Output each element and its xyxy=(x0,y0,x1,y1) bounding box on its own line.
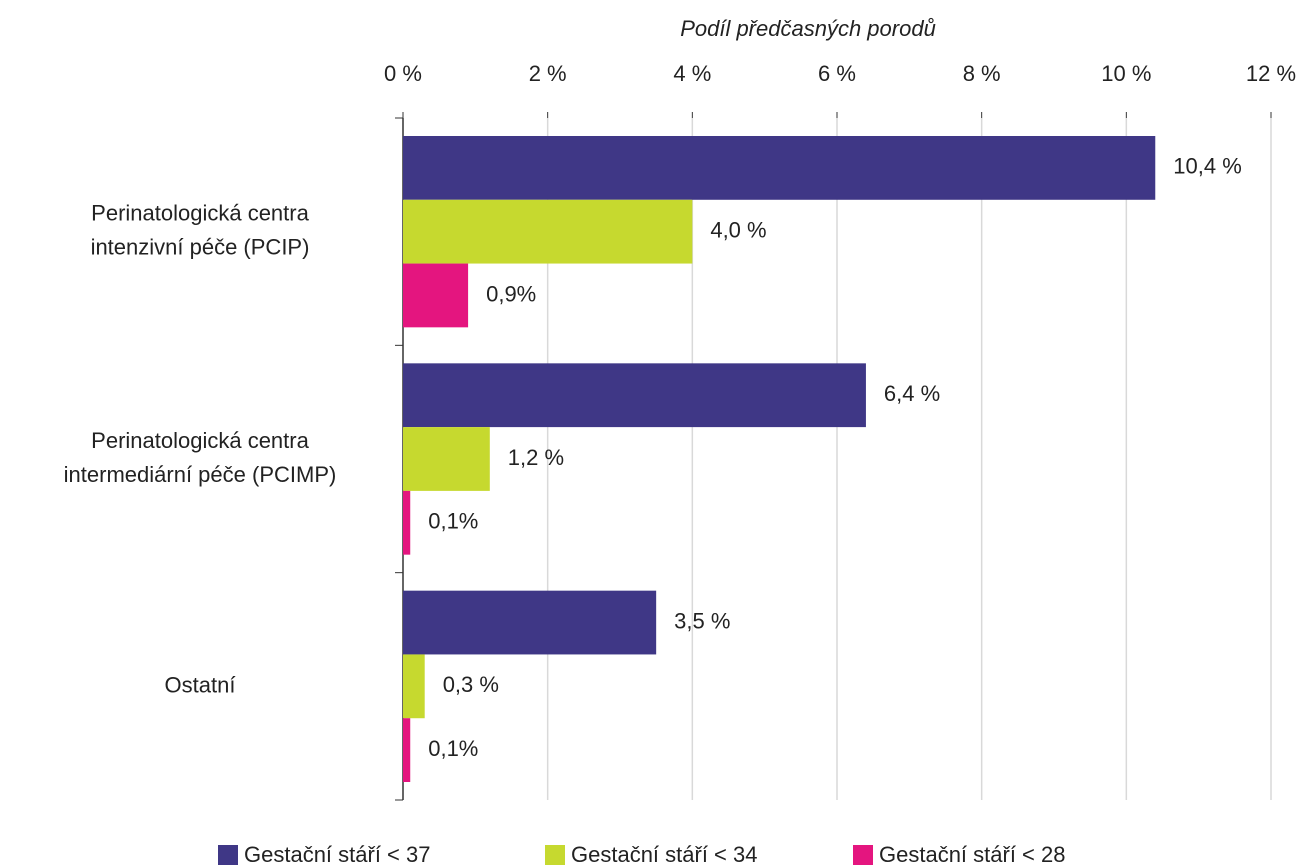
x-tick-label: 6 % xyxy=(818,61,856,86)
x-tick-label: 2 % xyxy=(529,61,567,86)
x-tick-label: 12 % xyxy=(1246,61,1296,86)
legend-swatch xyxy=(853,845,873,865)
bar xyxy=(403,263,469,328)
bar xyxy=(403,654,425,719)
x-axis-title: Podíl předčasných porodů xyxy=(680,16,936,41)
legend-swatch xyxy=(218,845,238,865)
bar xyxy=(403,427,490,491)
x-tick-label: 10 % xyxy=(1101,61,1151,86)
bar xyxy=(403,199,693,264)
legend-label: Gestační stáří < 37 xyxy=(244,842,430,866)
bar xyxy=(403,590,657,655)
x-tick-label: 0 % xyxy=(384,61,422,86)
bar xyxy=(403,490,411,555)
data-label: 0,9% xyxy=(486,281,536,306)
x-tick-label: 8 % xyxy=(963,61,1001,86)
x-tick-label: 4 % xyxy=(673,61,711,86)
legend-label: Gestační stáří < 28 xyxy=(879,842,1065,866)
data-label: 1,2 % xyxy=(508,445,564,470)
bar xyxy=(403,718,411,782)
data-label: 6,4 % xyxy=(884,381,940,406)
data-label: 0,1% xyxy=(428,509,478,534)
data-label: 4,0 % xyxy=(710,217,766,242)
legend-swatch xyxy=(545,845,565,865)
data-label: 10,4 % xyxy=(1173,154,1242,179)
data-label: 3,5 % xyxy=(674,608,730,633)
legend-label: Gestační stáří < 34 xyxy=(571,842,757,866)
y-tick-label: Perinatologická centra intermediární péče… xyxy=(64,428,337,487)
bar xyxy=(403,363,866,428)
y-tick-label: Ostatní xyxy=(165,672,236,697)
bar xyxy=(403,136,1156,200)
data-label: 0,3 % xyxy=(443,672,499,697)
y-tick-label: Perinatologická centra intenzivní péče (P… xyxy=(91,200,310,259)
data-label: 0,1% xyxy=(428,736,478,761)
